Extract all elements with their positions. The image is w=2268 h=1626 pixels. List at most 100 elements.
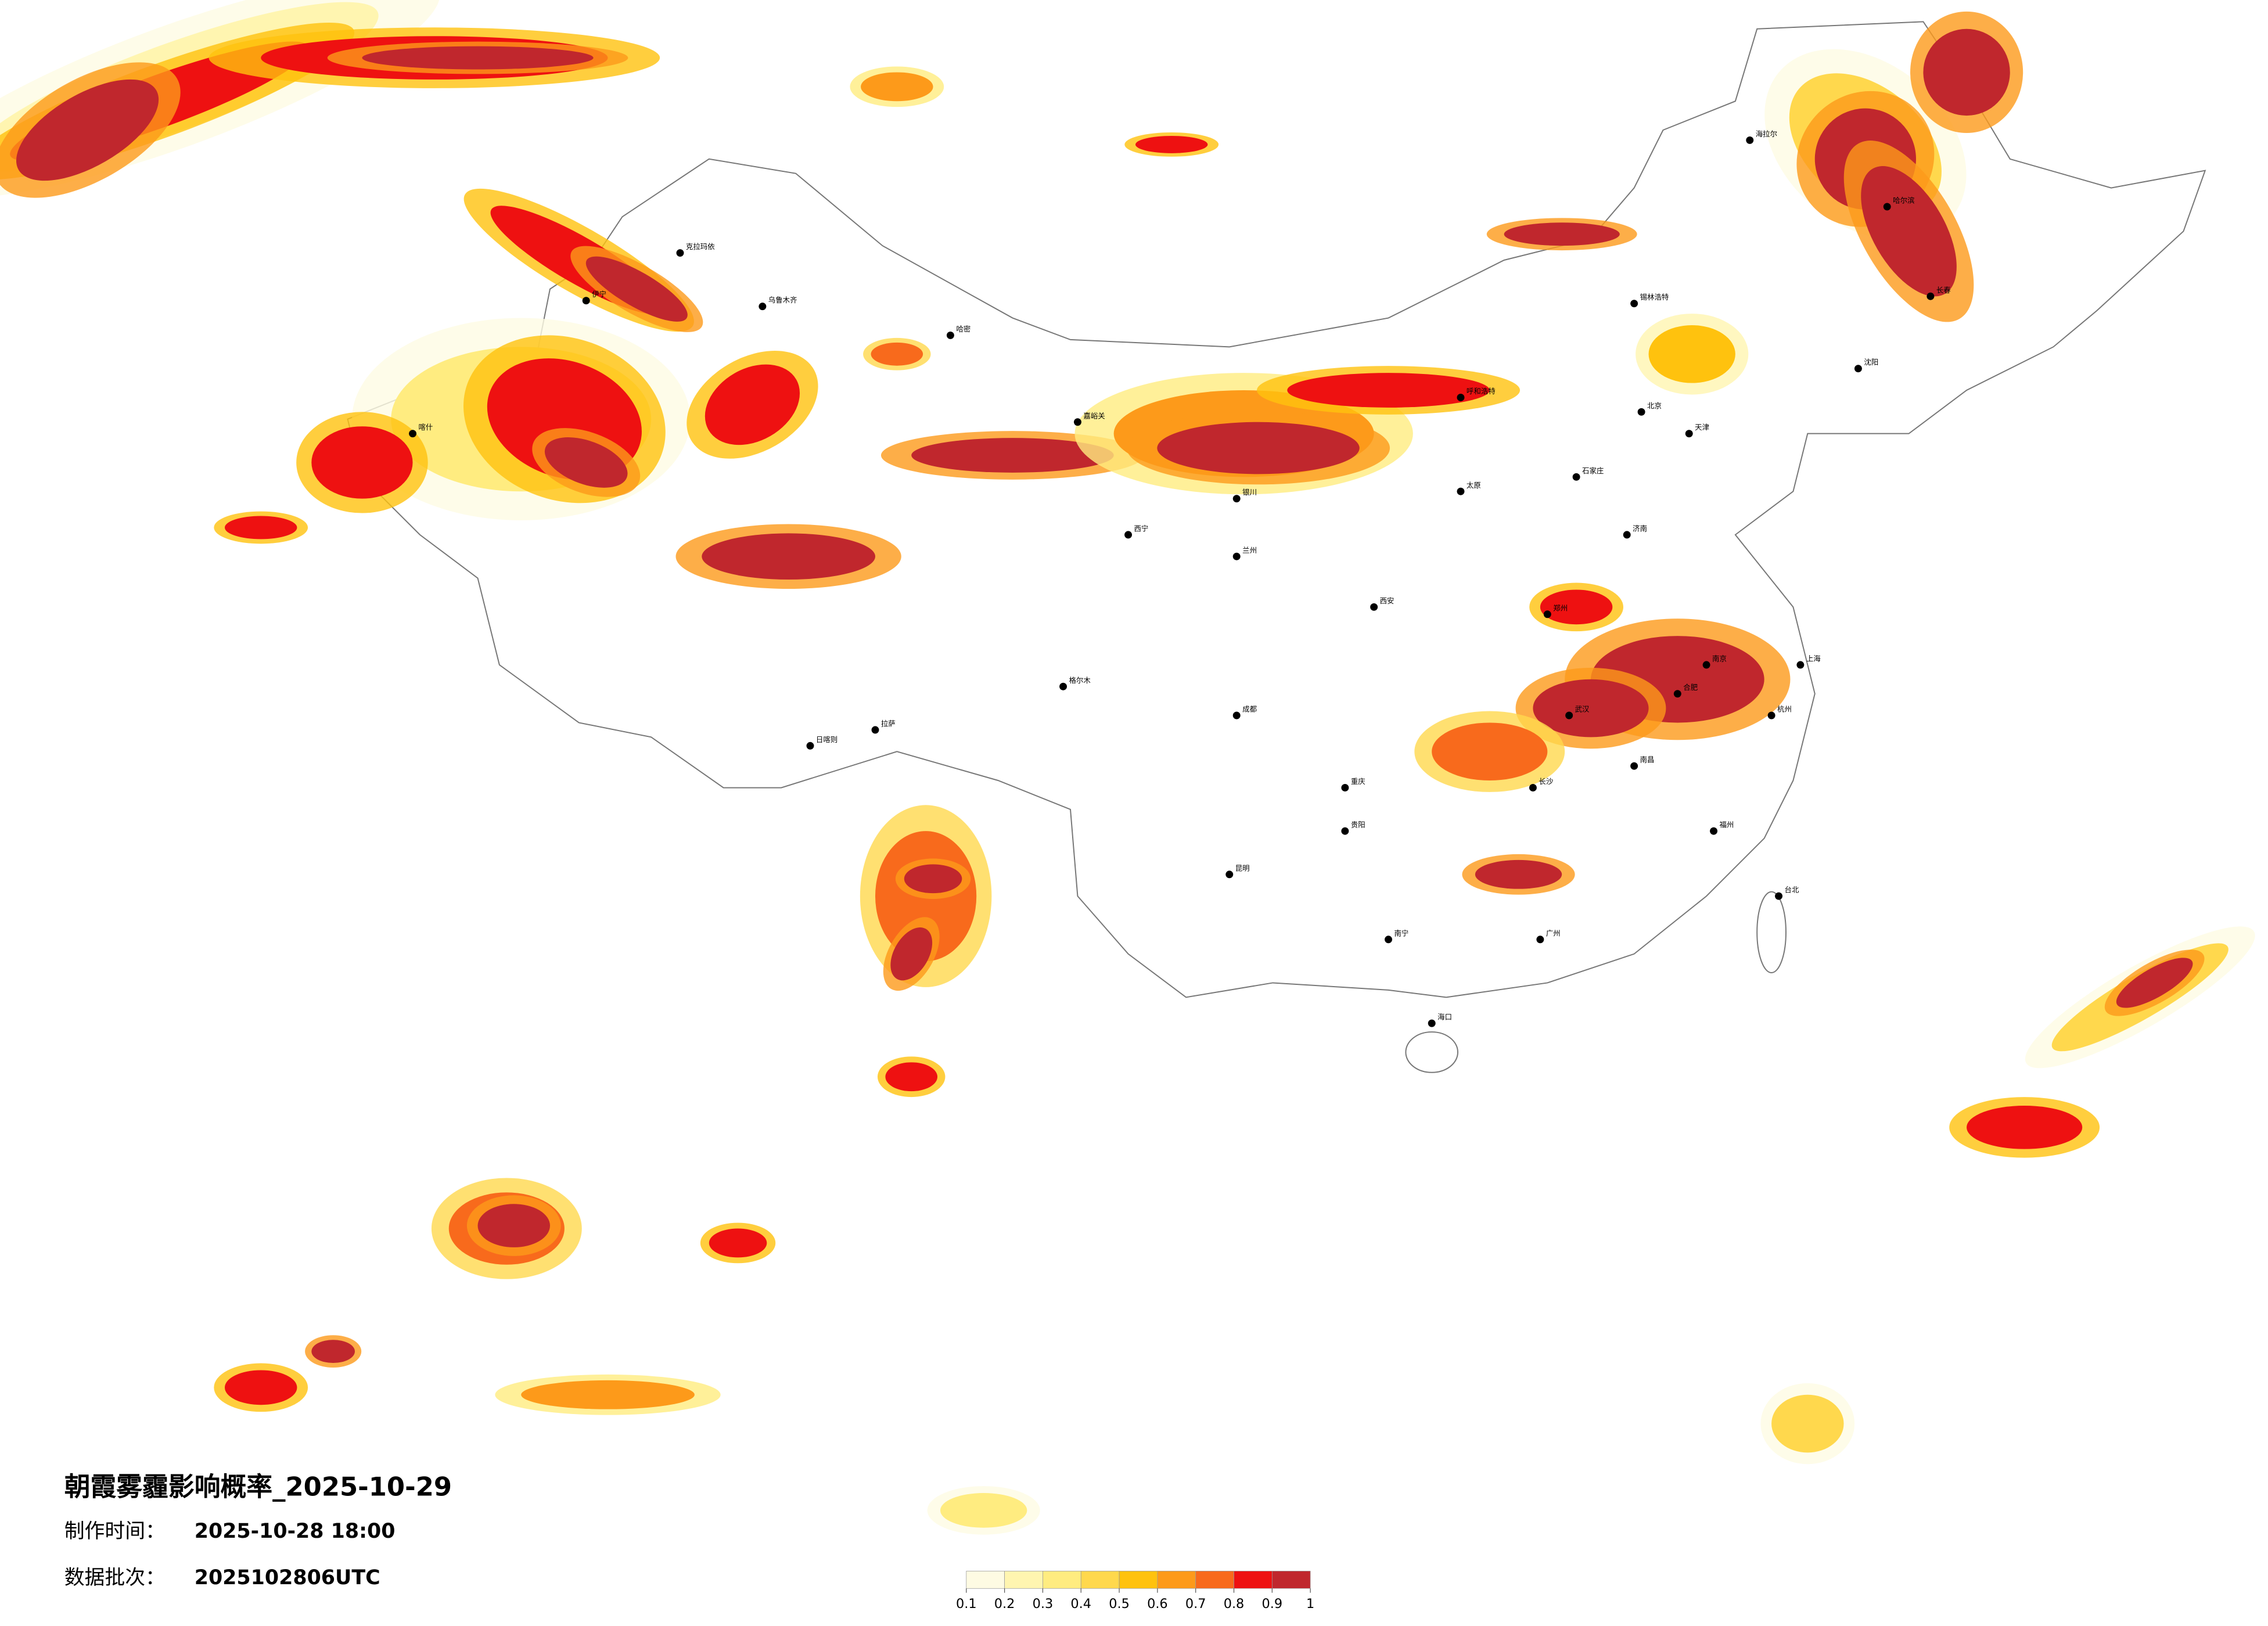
colorbar-swatch [1004, 1571, 1043, 1589]
city-dot [1073, 418, 1081, 426]
city-label: 乌鲁木齐 [768, 296, 797, 304]
map-title: 朝霞雾霾影响概率_2025-10-29 [64, 1472, 452, 1502]
haze-area [890, 927, 933, 981]
city-label: 台北 [1785, 886, 1799, 894]
city-label: 伊宁 [592, 290, 606, 298]
city-dot [1702, 661, 1710, 669]
haze-area [1432, 722, 1548, 780]
haze-area [1861, 166, 1957, 297]
city-dot [1341, 827, 1349, 835]
city-dot [1565, 711, 1573, 720]
city-dot [1341, 783, 1349, 792]
city-label: 格尔木 [1069, 676, 1091, 685]
city-label: 长春 [1936, 286, 1951, 294]
city-label: 哈尔滨 [1893, 196, 1914, 204]
city-label: 沈阳 [1864, 358, 1878, 366]
country-border [347, 21, 2206, 998]
city-dot [1124, 531, 1133, 539]
colorbar-tick-label: 1 [1306, 1596, 1314, 1611]
colorbar-swatch [1195, 1571, 1234, 1589]
haze-area [940, 1493, 1027, 1528]
haze-area [585, 256, 688, 322]
city-label: 哈密 [956, 325, 971, 333]
city-label: 海拉尔 [1756, 129, 1777, 138]
haze-layer [0, 0, 2255, 1535]
city-dot [1225, 870, 1234, 879]
city-label: 西安 [1380, 596, 1394, 605]
city-label: 克拉玛依 [686, 242, 715, 251]
colorbar-tick-label: 0.5 [1109, 1596, 1130, 1611]
haze-area [705, 364, 800, 445]
haze-area [709, 1228, 767, 1258]
city-dot [1673, 690, 1681, 698]
city-dot [1637, 408, 1645, 416]
city-dot [1457, 487, 1465, 495]
colorbar-tick-label: 0.1 [956, 1596, 977, 1611]
haze-area [224, 1370, 297, 1405]
city-label: 嘉峪关 [1083, 411, 1105, 420]
haze-area [1967, 1106, 2083, 1149]
city-label: 贵阳 [1351, 821, 1365, 829]
haze-area [224, 516, 297, 539]
city-label: 广州 [1546, 929, 1561, 937]
colorbar-tick-label: 0.8 [1224, 1596, 1245, 1611]
city-label: 锡林浩特 [1640, 293, 1669, 301]
haze-area [362, 46, 594, 70]
batch-value: 2025102806UTC [195, 1566, 380, 1589]
city-dot [946, 331, 954, 339]
city-label: 成都 [1242, 705, 1257, 714]
haze-area [544, 437, 628, 488]
colorbar-swatch [1080, 1571, 1120, 1589]
colorbar-swatch [1271, 1571, 1311, 1589]
city-dot [1746, 136, 1754, 144]
city-dot [1370, 603, 1378, 611]
city-label: 海口 [1437, 1013, 1452, 1021]
city-dot [1232, 552, 1241, 560]
city-dot [1796, 661, 1805, 669]
colorbar-swatch [1157, 1571, 1196, 1589]
city-dot [1926, 292, 1935, 300]
city-label: 上海 [1806, 654, 1821, 663]
colorbar: 0.1 0.2 0.3 0.4 0.5 0.6 0.7 0.8 0.9 1 [956, 1571, 1314, 1611]
city-dot [871, 726, 879, 734]
city-dot [676, 249, 684, 257]
colorbar-swatch [1234, 1571, 1273, 1589]
city-label: 喀什 [419, 423, 433, 431]
city-dot [759, 303, 767, 311]
city-dot [1883, 203, 1891, 211]
haze-area [904, 864, 962, 894]
city-label: 日喀则 [816, 735, 838, 744]
city-dot [1630, 762, 1638, 770]
city-dot [582, 297, 590, 305]
city-dot [1710, 827, 1718, 835]
city-dot [1529, 783, 1537, 792]
haze-area [1540, 589, 1613, 625]
city-label: 杭州 [1777, 705, 1792, 714]
city-label: 天津 [1695, 423, 1709, 431]
haze-area [871, 342, 923, 366]
batch-label: 数据批次： [64, 1566, 166, 1589]
haze-area [311, 426, 413, 499]
haze-area [861, 72, 933, 102]
city-label: 西宁 [1134, 524, 1149, 533]
colorbar-swatch [966, 1571, 1005, 1589]
city-dot [1685, 430, 1693, 438]
city-label: 南京 [1712, 654, 1727, 663]
haze-area [911, 438, 1114, 473]
haze-area [1135, 135, 1208, 153]
city-label: 郑州 [1553, 603, 1568, 612]
haze-area [1923, 28, 2010, 116]
haze-area [702, 533, 875, 580]
taiwan-border [1756, 891, 1787, 974]
haze-area [1504, 222, 1620, 246]
city-dot [1428, 1019, 1436, 1027]
city-dot [1630, 300, 1638, 308]
city-label: 拉萨 [881, 719, 896, 728]
city-label: 北京 [1647, 401, 1662, 410]
haze-area [1771, 1394, 1844, 1453]
colorbar-tick-label: 0.9 [1262, 1596, 1283, 1611]
city-dot [1536, 936, 1544, 944]
